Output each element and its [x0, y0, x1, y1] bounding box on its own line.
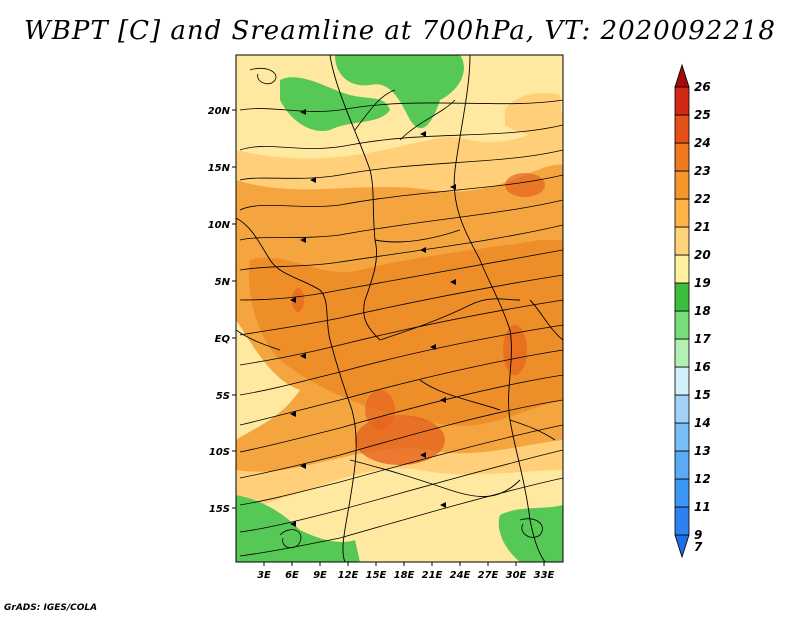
- colorbar-label: 15: [694, 388, 711, 402]
- lon-axis: 3E 6E 9E 12E 15E 18E 21E 24E 27E 30E 33E: [257, 562, 555, 581]
- wbpt-field-18-southwest: [236, 495, 360, 562]
- colorbar-label: 14: [694, 416, 711, 430]
- lon-tick-label: 12E: [338, 570, 359, 581]
- lat-tick-label: EQ: [215, 334, 231, 345]
- lon-tick-label: 27E: [478, 570, 499, 581]
- lon-tick-label: 21E: [422, 570, 443, 581]
- colorbar-label: 7: [694, 540, 703, 554]
- streamlines: [239, 67, 563, 557]
- colorbar-swatch: [674, 170, 690, 200]
- wbpt-field-22: [249, 240, 563, 426]
- wbpt-field-18-southeast: [498, 505, 563, 562]
- lat-tick-label: 5S: [216, 391, 230, 402]
- lon-tick-label: 15E: [366, 570, 387, 581]
- plot-frame: [235, 54, 564, 563]
- colorbar-swatch: [674, 478, 690, 508]
- colorbar-swatch: [674, 282, 690, 312]
- colorbar-label: 20: [694, 248, 711, 262]
- map-title: WBPT [C] and Sreamline at 700hPa, VT: 20…: [24, 16, 776, 46]
- wbpt-field-18-north-b: [335, 55, 464, 129]
- country-borders: [236, 55, 563, 562]
- wbpt-field-19-north: [236, 55, 563, 159]
- wbpt-patch-23d: [503, 325, 527, 375]
- colorbar-label: 23: [694, 164, 711, 178]
- colorbar-swatch: [674, 338, 690, 368]
- lon-tick-label: 6E: [285, 570, 299, 581]
- lat-tick-label: 10N: [208, 220, 231, 231]
- colorbar-swatch: [674, 86, 690, 116]
- wbpt-patch-23c: [505, 173, 545, 197]
- lat-tick-label: 10S: [209, 447, 230, 458]
- colorbar-label: 9: [694, 528, 702, 542]
- colorbar-label: 26: [694, 80, 711, 94]
- colorbar-swatch: [674, 254, 690, 284]
- colorbar-low-triangle: [674, 534, 690, 559]
- lat-tick-label: 5N: [215, 277, 231, 288]
- colorbar: 79 11 12 13 14 15 16 17 18 19 20 21 22 23 24 25 26: [674, 63, 711, 559]
- credit-label: GrADS: IGES/COLA: [4, 603, 98, 613]
- colorbar-label: 18: [694, 304, 711, 318]
- lat-tick-label: 15S: [209, 504, 230, 515]
- colorbar-high-triangle: [674, 63, 690, 88]
- colorbar-swatch: [674, 226, 690, 256]
- colorbar-label: 16: [694, 360, 711, 374]
- colorbar-swatch: [674, 310, 690, 340]
- plot-area: [236, 55, 563, 562]
- lon-tick-label: 3E: [257, 570, 271, 581]
- colorbar-swatch: [674, 114, 690, 144]
- colorbar-swatch: [674, 142, 690, 172]
- colorbar-label: 17: [694, 332, 711, 346]
- colorbar-label: 12: [694, 472, 711, 486]
- colorbar-label: 11: [694, 500, 711, 514]
- colorbar-swatch: [674, 366, 690, 396]
- colorbar-swatch: [674, 394, 690, 424]
- lat-axis: 20N 15N 10N 5N EQ 5S 10S 15S: [208, 106, 236, 515]
- colorbar-swatch: [674, 450, 690, 480]
- colorbar-swatch: [674, 506, 690, 536]
- lon-tick-label: 18E: [394, 570, 415, 581]
- colorbar-label: 25: [694, 108, 711, 122]
- lon-tick-label: 33E: [534, 570, 555, 581]
- colorbar-label: 19: [694, 276, 711, 290]
- colorbar-label: 13: [694, 444, 711, 458]
- wbpt-field-18-north-a: [280, 77, 390, 131]
- colorbar-label: 24: [694, 136, 711, 150]
- lat-tick-label: 20N: [208, 106, 231, 117]
- colorbar-label: 22: [694, 192, 711, 206]
- colorbar-swatch: [674, 422, 690, 452]
- wbpt-patch-23b: [365, 390, 395, 430]
- lon-tick-label: 24E: [450, 570, 471, 581]
- colorbar-swatch: [674, 198, 690, 228]
- lon-tick-label: 9E: [313, 570, 327, 581]
- lon-tick-label: 30E: [506, 570, 527, 581]
- wbpt-patch-23e: [292, 288, 304, 312]
- wbpt-field-19-ocean: [236, 320, 300, 440]
- colorbar-label: 21: [694, 220, 711, 234]
- lat-tick-label: 15N: [208, 163, 231, 174]
